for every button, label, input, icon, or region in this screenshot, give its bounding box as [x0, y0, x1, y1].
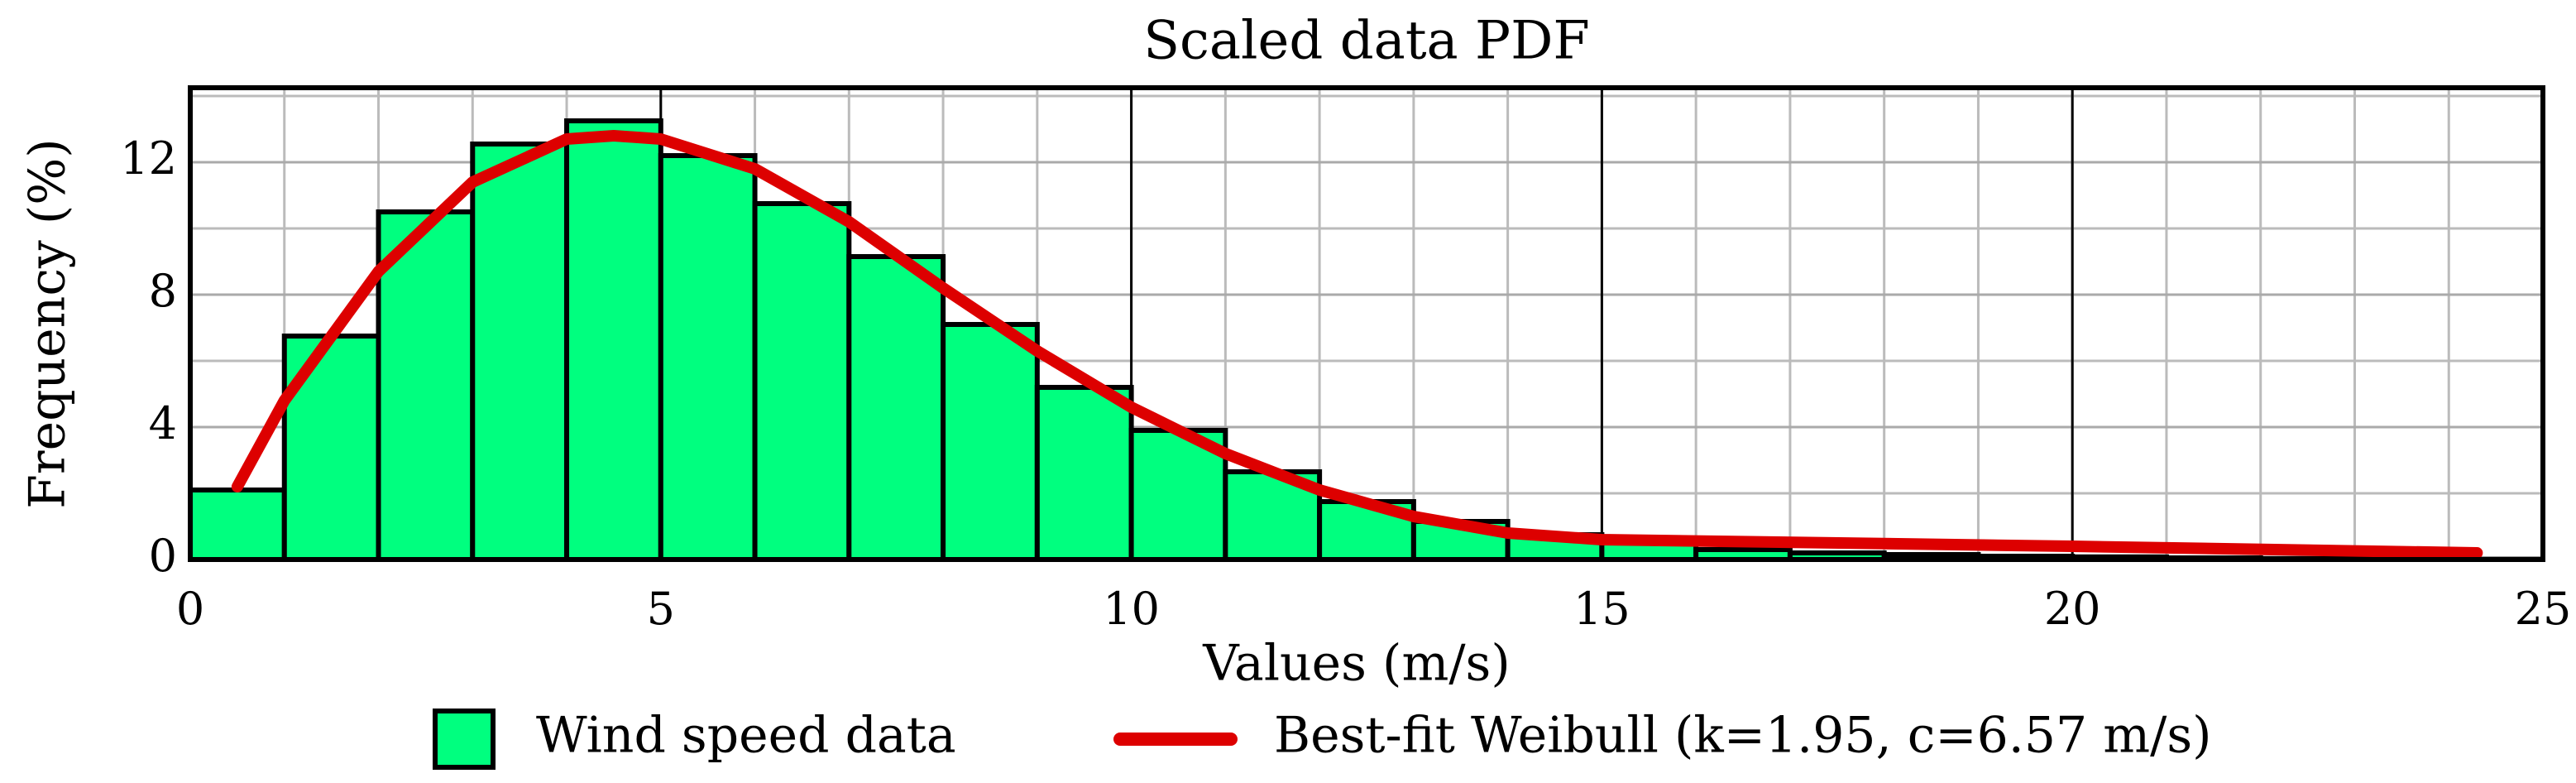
y-tick-label: 8: [149, 265, 177, 317]
plot-frame: [188, 85, 2545, 562]
y-axis-label: Frequency (%): [19, 138, 77, 508]
histogram-bar: [1034, 385, 1134, 562]
histogram-bar: [752, 201, 852, 562]
x-tick-label: 15: [1573, 583, 1630, 635]
x-tick-label: 5: [647, 583, 675, 635]
histogram-bar: [188, 488, 287, 562]
y-tick-label: 4: [149, 397, 177, 449]
histogram-bar: [281, 334, 381, 562]
histogram-bar: [470, 142, 570, 562]
x-tick-label: 25: [2515, 583, 2572, 635]
histogram-bar: [658, 153, 758, 562]
histogram-bar: [941, 322, 1040, 562]
histogram-bar: [564, 118, 663, 562]
y-tick-label: 0: [149, 530, 177, 582]
x-tick-label: 0: [176, 583, 204, 635]
legend-label: Best-fit Weibull (k=1.95, c=6.57 m/s): [1274, 707, 2212, 765]
legend-label: Wind speed data: [536, 707, 956, 765]
legend-swatch: [433, 709, 496, 770]
y-tick-label: 12: [120, 132, 177, 185]
histogram-bar: [846, 254, 946, 562]
x-axis-label: Values (m/s): [1202, 635, 1511, 693]
x-tick-label: 10: [1103, 583, 1160, 635]
line-series: [231, 130, 2483, 559]
x-tick-label: 20: [2044, 583, 2101, 635]
chart-title: Scaled data PDF: [1143, 11, 1590, 72]
